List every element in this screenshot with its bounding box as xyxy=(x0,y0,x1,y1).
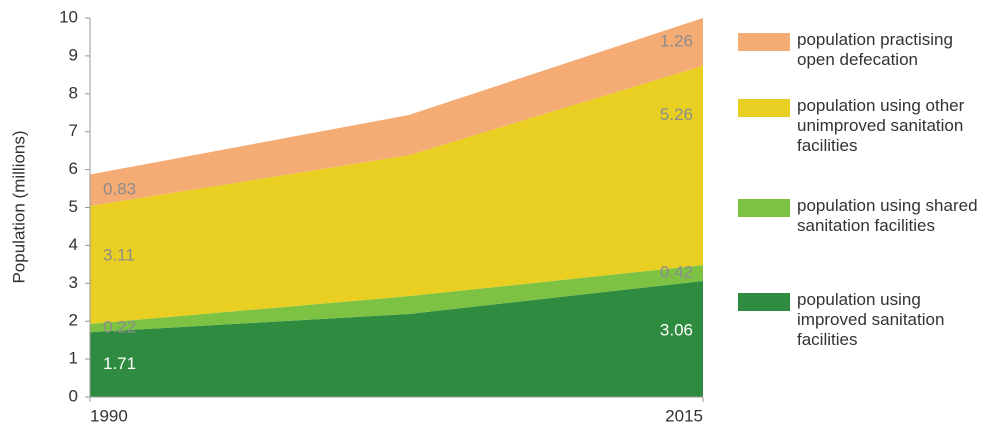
y-tick-label: 2 xyxy=(69,311,78,330)
data-label: 1.71 xyxy=(103,354,136,373)
y-tick-label: 3 xyxy=(69,273,78,292)
legend-label: population practising open defecation xyxy=(797,30,953,69)
data-label: 3.06 xyxy=(660,321,693,340)
data-label: 3.11 xyxy=(103,245,135,264)
legend-swatch xyxy=(738,33,790,51)
x-tick-label: 2015 xyxy=(665,406,703,425)
legend-label: population using improved sanitation fac… xyxy=(797,290,945,349)
y-axis-label: Population (millions) xyxy=(9,130,28,283)
data-label: 1.26 xyxy=(660,31,693,50)
y-tick-label: 5 xyxy=(69,197,78,216)
y-tick-label: 10 xyxy=(59,7,78,26)
y-tick-label: 1 xyxy=(69,349,78,368)
x-tick-label: 1990 xyxy=(90,406,128,425)
y-tick-label: 8 xyxy=(69,83,78,102)
area xyxy=(90,65,703,324)
data-label: 5.26 xyxy=(660,105,693,124)
y-tick-label: 4 xyxy=(69,235,78,254)
y-tick-label: 0 xyxy=(69,386,78,405)
chart: Population (millions) 1.71 3.06 0.22 0.42 3.… xyxy=(9,7,704,425)
legend-swatch xyxy=(738,293,790,311)
data-label: 0.42 xyxy=(660,263,693,282)
area xyxy=(90,265,703,333)
legend-swatch xyxy=(738,99,790,117)
y-tick-label: 6 xyxy=(69,159,78,178)
y-tick-label: 9 xyxy=(69,45,78,64)
legend-label: population using other unimproved sanita… xyxy=(797,96,965,155)
data-label: 0.83 xyxy=(103,180,136,199)
legend-swatch xyxy=(738,199,790,217)
y-tick-label: 7 xyxy=(69,121,78,140)
area xyxy=(90,18,703,206)
areas xyxy=(90,18,703,397)
legend-label: population using shared sanitation facil… xyxy=(797,196,978,235)
area xyxy=(90,281,703,397)
data-label: 0.22 xyxy=(103,318,136,337)
